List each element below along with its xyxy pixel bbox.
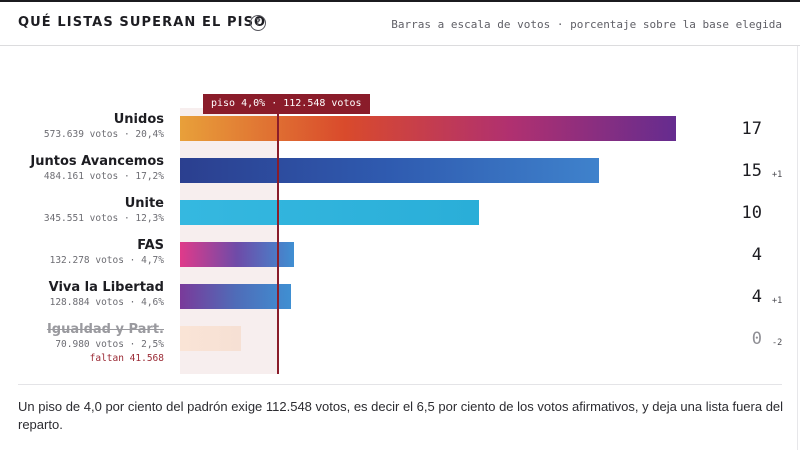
seat-count: 10 <box>741 203 762 223</box>
list-detail: 484.161 votos · 17,2% <box>43 171 164 182</box>
list-name: Igualdad y Part. <box>46 322 164 337</box>
vote-bar <box>180 116 676 141</box>
threshold-label: piso 4,0% · 112.548 votos <box>203 94 370 114</box>
right-border <box>797 46 798 450</box>
question-circle-icon[interactable]: ? <box>250 15 266 31</box>
vote-bar <box>180 284 291 309</box>
list-detail: 345.551 votos · 12,3% <box>43 213 164 224</box>
footnote: Un piso de 4,0 por ciento del padrón exi… <box>18 399 784 432</box>
list-name: FAS <box>137 238 164 253</box>
list-detail: 132.278 votos · 4,7% <box>49 255 164 266</box>
seat-count: 15 <box>741 161 762 181</box>
threshold-line <box>277 98 279 374</box>
footer-divider <box>18 384 782 385</box>
seat-delta: +1 <box>772 296 783 306</box>
vote-bar <box>180 326 241 351</box>
seat-delta: -2 <box>772 338 783 348</box>
top-accent-line <box>0 0 800 2</box>
panel-subtitle: Barras a escala de votos · porcentaje so… <box>391 18 782 31</box>
seat-count: 0 <box>751 329 762 349</box>
list-name: Unidos <box>113 112 164 127</box>
seat-delta: +1 <box>772 170 783 180</box>
list-name: Viva la Libertad <box>48 280 164 295</box>
vote-bar <box>180 200 479 225</box>
list-detail: 70.980 votos · 2,5% <box>55 339 164 350</box>
list-detail: 128.884 votos · 4,6% <box>49 297 164 308</box>
list-name: Juntos Avancemos <box>30 154 164 169</box>
list-detail: 573.639 votos · 20,4% <box>43 129 164 140</box>
missing-votes: faltan 41.568 <box>89 353 164 364</box>
panel-header: QUÉ LISTAS SUPERAN EL PISO ? Barras a es… <box>0 2 800 46</box>
vote-bar <box>180 242 294 267</box>
seat-count: 17 <box>741 119 762 139</box>
panel-title: QUÉ LISTAS SUPERAN EL PISO <box>18 15 267 30</box>
list-name: Unite <box>124 196 164 211</box>
seat-count: 4 <box>751 287 762 307</box>
vote-bar <box>180 158 599 183</box>
seat-count: 4 <box>751 245 762 265</box>
